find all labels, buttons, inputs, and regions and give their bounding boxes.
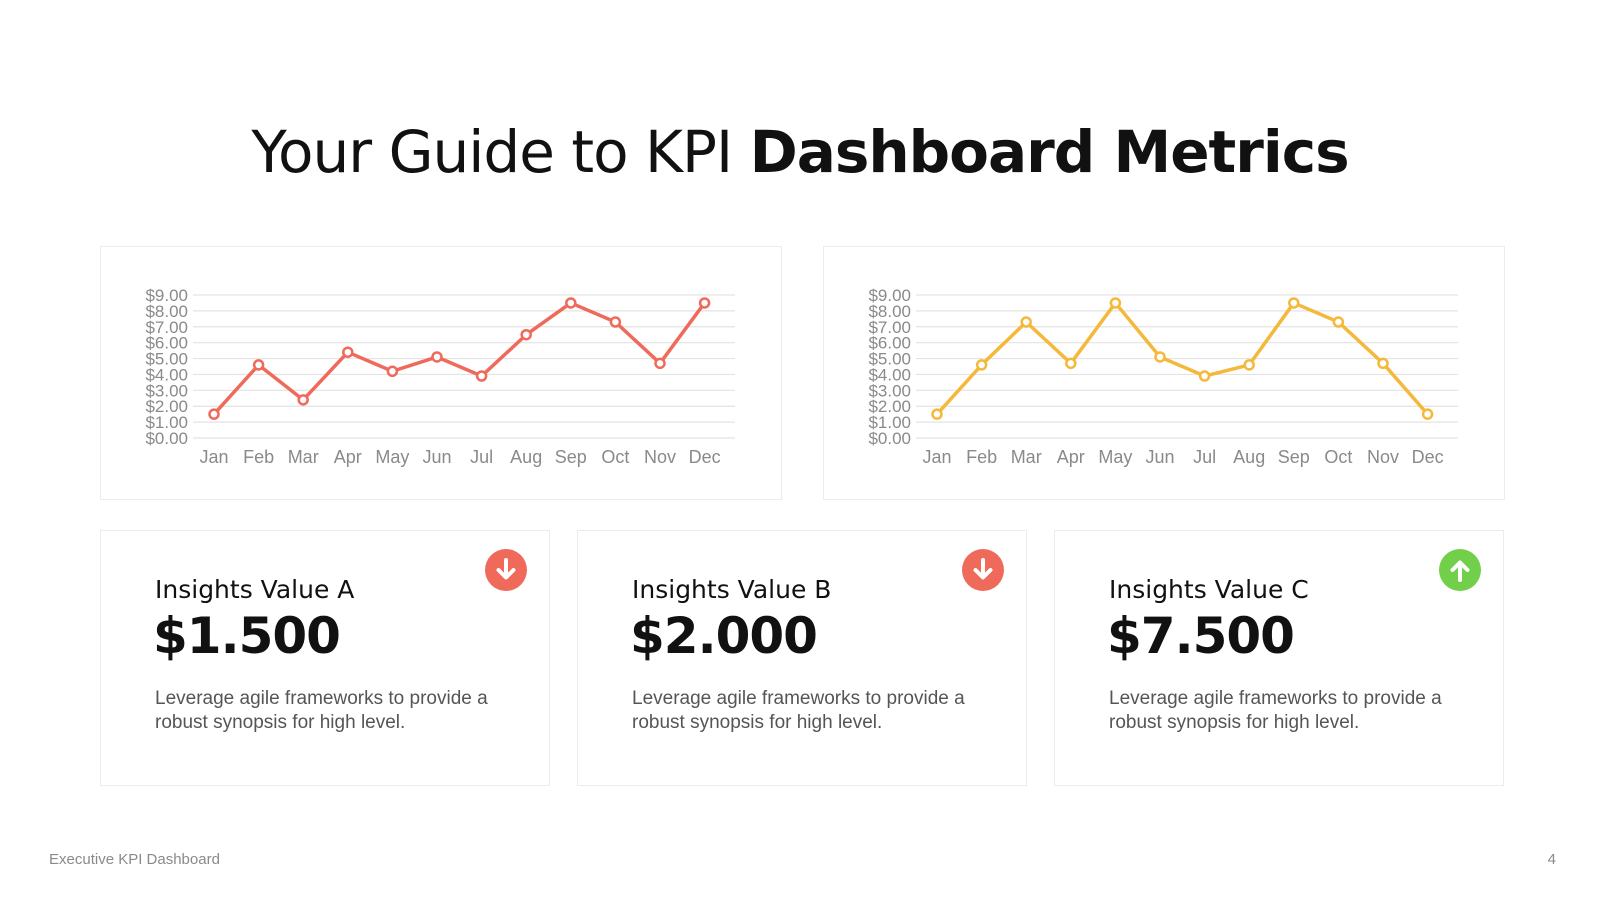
- series-line: [212, 301, 707, 416]
- title-bold: Dashboard Metrics: [749, 118, 1350, 186]
- x-tick-label: Nov: [1367, 447, 1399, 467]
- y-tick-label: $8.00: [868, 302, 911, 321]
- title-light: Your Guide to KPI: [251, 118, 750, 186]
- card-label: Insights Value A: [155, 575, 355, 604]
- y-tick-label: $7.00: [145, 318, 188, 337]
- data-point: [252, 359, 265, 371]
- x-tick-label: Dec: [689, 447, 721, 467]
- y-tick-label: $9.00: [145, 286, 188, 305]
- x-tick-label: Jul: [470, 447, 493, 467]
- card-description: Leverage agile frameworks to provide a r…: [632, 688, 965, 733]
- line-chart-1: $0.00$1.00$2.00$3.00$4.00$5.00$6.00$7.00…: [145, 286, 735, 467]
- insight-card-a: Insights Value A $1.500 Leverage agile f…: [100, 530, 550, 786]
- y-tick-label: $0.00: [145, 429, 188, 448]
- footer-text: Executive KPI Dashboard: [49, 851, 220, 868]
- y-tick-label: $6.00: [868, 334, 911, 353]
- data-point: [975, 359, 988, 371]
- card-value: $7.500: [1107, 607, 1295, 665]
- x-tick-label: Oct: [1324, 447, 1352, 467]
- y-tick-label: $7.00: [868, 318, 911, 337]
- data-point: [654, 357, 666, 370]
- data-point: [386, 365, 399, 378]
- data-point: [1154, 351, 1166, 363]
- x-tick-label: Mar: [288, 447, 319, 467]
- x-tick-label: Jun: [1145, 447, 1174, 467]
- x-tick-label: Jun: [422, 447, 451, 467]
- x-tick-label: Nov: [644, 447, 676, 467]
- x-tick-label: Sep: [1278, 447, 1310, 467]
- chart-panel-2: $0.00 $1.00 $2.00 $3.00 $4.00 $5.00 $6.00 $7.00…: [823, 246, 1505, 500]
- page-title: Your Guide to KPI Dashboard Metrics: [0, 118, 1600, 186]
- y-tick-label: $2.00: [145, 397, 188, 416]
- x-tick-label: May: [1098, 447, 1132, 467]
- y-tick-label: $5.00: [145, 350, 188, 369]
- y-tick-label: $3.00: [868, 381, 911, 400]
- insight-card-c: Insights Value C $7.500 Leverage agile f…: [1054, 530, 1504, 786]
- card-description: Leverage agile frameworks to provide a r…: [155, 688, 488, 733]
- x-tick-label: Feb: [243, 447, 274, 467]
- data-point: [1377, 357, 1389, 370]
- card-description: Leverage agile frameworks to provide a r…: [1109, 688, 1442, 733]
- x-tick-label: May: [375, 447, 409, 467]
- y-tick-label: $1.00: [145, 413, 188, 432]
- arrow-down-icon: [962, 549, 1004, 591]
- x-tick-label: Aug: [510, 447, 542, 467]
- card-label: Insights Value C: [1109, 575, 1309, 604]
- y-tick-label: $8.00: [145, 302, 188, 321]
- y-tick-label: $1.00: [868, 413, 911, 432]
- data-point: [609, 316, 622, 328]
- y-tick-label: $4.00: [145, 365, 188, 384]
- y-tick-label: $2.00: [868, 397, 911, 416]
- data-point: [1109, 297, 1122, 309]
- y-tick-label: $6.00: [145, 334, 188, 353]
- y-tick-label: $0.00: [868, 429, 911, 448]
- y-tick-label: $4.00: [868, 365, 911, 384]
- card-value: $1.500: [153, 607, 341, 665]
- x-tick-label: Apr: [334, 447, 362, 467]
- trend-badge: [485, 549, 527, 591]
- data-point: [297, 394, 309, 406]
- page-number: 4: [1547, 851, 1556, 868]
- x-tick-label: Sep: [555, 447, 587, 467]
- data-point: [520, 328, 532, 341]
- card-value: $2.000: [630, 607, 818, 665]
- x-tick-label: Jul: [1193, 447, 1216, 467]
- data-point: [475, 370, 488, 382]
- trend-badge: [1439, 549, 1481, 591]
- y-tick-label: $5.00: [868, 350, 911, 369]
- data-point: [1332, 316, 1345, 328]
- data-point: [1243, 359, 1255, 371]
- data-point: [1421, 408, 1434, 420]
- data-point: [208, 408, 220, 420]
- x-tick-label: Aug: [1233, 447, 1265, 467]
- x-tick-label: Oct: [601, 447, 629, 467]
- data-point: [1020, 316, 1032, 328]
- x-tick-label: Feb: [966, 447, 997, 467]
- data-point: [431, 351, 443, 363]
- data-point: [342, 346, 354, 358]
- card-label: Insights Value B: [632, 575, 832, 604]
- line-chart-2: $0.00$1.00$2.00$3.00$4.00$5.00$6.00$7.00…: [868, 286, 1458, 467]
- trend-badge: [962, 549, 1004, 591]
- y-tick-label: $3.00: [145, 381, 188, 400]
- data-point: [1198, 370, 1211, 382]
- data-point: [698, 297, 711, 309]
- x-tick-label: Jan: [922, 447, 951, 467]
- chart-panel-1: $0.00 $1.00 $2.00 $3.00 $4.00 $5.00 $6.00 $7.00…: [100, 246, 782, 500]
- y-tick-label: $9.00: [868, 286, 911, 305]
- x-tick-label: Dec: [1412, 447, 1444, 467]
- data-point: [565, 297, 577, 309]
- series-line: [935, 301, 1430, 416]
- arrow-up-icon: [1439, 549, 1481, 591]
- arrow-down-icon: [485, 549, 527, 591]
- data-point: [1288, 297, 1300, 309]
- x-tick-label: Apr: [1057, 447, 1085, 467]
- x-tick-label: Mar: [1011, 447, 1042, 467]
- x-tick-label: Jan: [199, 447, 228, 467]
- data-point: [1065, 357, 1077, 370]
- insight-card-b: Insights Value B $2.000 Leverage agile f…: [577, 530, 1027, 786]
- data-point: [931, 408, 943, 420]
